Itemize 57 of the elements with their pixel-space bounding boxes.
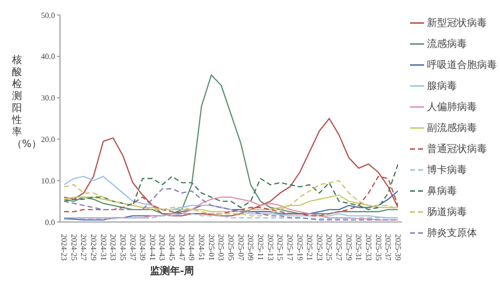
x-tick-label: 2024-51 bbox=[197, 234, 206, 261]
line-series bbox=[64, 74, 398, 214]
x-tick-label: 2024-39 bbox=[138, 234, 148, 261]
y-tick-label: 30.0 bbox=[41, 94, 55, 103]
x-tick-label: 2025-05 bbox=[226, 234, 236, 261]
x-tick-label: 2025-39 bbox=[394, 234, 402, 261]
x-tick-label: 2025-31 bbox=[354, 234, 364, 261]
x-tick-label: 2025-21 bbox=[305, 234, 314, 261]
x-tick-label: 2024-47 bbox=[177, 234, 186, 261]
legend-label: 呼吸道合胞病毒 bbox=[427, 58, 497, 72]
legend-label: 鼻病毒 bbox=[427, 184, 457, 198]
x-tick-label: 2024-29 bbox=[88, 234, 98, 261]
legend-label: 博卡病毒 bbox=[427, 164, 467, 176]
x-tick-label: 2024-33 bbox=[108, 234, 118, 261]
y-tick-label: 40.0 bbox=[41, 52, 55, 62]
x-tick-label: 2024-43 bbox=[158, 234, 167, 261]
x-tick-label: 2025-07 bbox=[236, 234, 246, 261]
legend-label: 人偏肺病毒 bbox=[427, 100, 477, 114]
x-tick-label: 2024-45 bbox=[168, 234, 177, 261]
x-tick-label: 2025-19 bbox=[295, 234, 304, 261]
y-tick-label: 10.0 bbox=[41, 176, 55, 186]
x-axis-title: 监测年-周 bbox=[150, 264, 194, 278]
y-tick-label: 50.0 bbox=[41, 10, 55, 20]
x-tick-label: 2025-11 bbox=[256, 234, 265, 260]
x-tick-label: 2025-37 bbox=[384, 234, 393, 261]
x-tick-label: 2025-27 bbox=[334, 234, 344, 261]
x-tick-label: 2025-15 bbox=[276, 234, 285, 261]
legend-label: 新型冠状病毒 bbox=[427, 16, 487, 30]
x-tick-label: 2024-41 bbox=[148, 234, 157, 261]
x-tick-label: 2024-35 bbox=[118, 234, 128, 261]
legend-label: 肠道病毒 bbox=[427, 206, 467, 218]
x-tick-label: 2025-29 bbox=[344, 234, 354, 261]
y-axis-title: 核酸检测阳性率（%） bbox=[12, 55, 42, 151]
legend-label: 肺炎支原体 bbox=[427, 226, 477, 240]
x-tick-label: 2025-33 bbox=[364, 234, 374, 261]
y-tick-label: 0.0 bbox=[45, 218, 55, 227]
x-tick-label: 2025-03 bbox=[216, 234, 226, 261]
line-series bbox=[64, 163, 398, 210]
x-tick-label: 2024-23 bbox=[60, 234, 68, 261]
legend-label: 副流感病毒 bbox=[427, 122, 477, 134]
x-tick-label: 2025-01 bbox=[206, 234, 216, 261]
legend-label: 腺病毒 bbox=[427, 80, 457, 92]
x-tick-label: 2025-13 bbox=[266, 234, 275, 261]
x-tick-label: 2025-25 bbox=[324, 234, 334, 261]
x-tick-label: 2025-35 bbox=[374, 234, 383, 261]
x-tick-label: 2024-27 bbox=[79, 234, 88, 261]
legend-label: 普通冠状病毒 bbox=[427, 142, 487, 156]
line-series bbox=[64, 118, 398, 216]
x-tick-label: 2025-23 bbox=[314, 234, 324, 261]
x-tick-label: 2024-25 bbox=[69, 234, 78, 261]
x-tick-label: 2024-31 bbox=[98, 234, 108, 261]
x-tick-label: 2025-17 bbox=[285, 234, 294, 261]
x-tick-label: 2024-37 bbox=[128, 234, 138, 261]
x-tick-label: 2024-49 bbox=[187, 234, 196, 261]
legend-label: 流感病毒 bbox=[427, 38, 467, 50]
x-tick-label: 2025-09 bbox=[246, 234, 256, 261]
y-tick-label: 20.0 bbox=[41, 135, 55, 144]
